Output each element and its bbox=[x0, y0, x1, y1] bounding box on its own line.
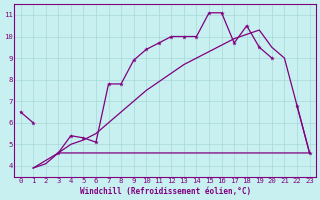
X-axis label: Windchill (Refroidissement éolien,°C): Windchill (Refroidissement éolien,°C) bbox=[79, 187, 251, 196]
